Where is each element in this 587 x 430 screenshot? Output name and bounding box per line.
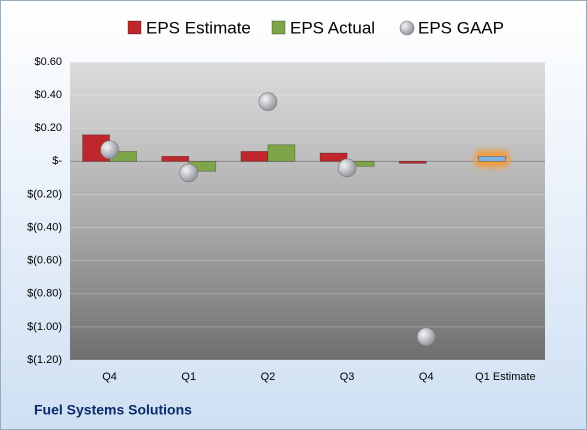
bar (398, 160, 427, 164)
x-tick-label: Q1 Estimate (475, 371, 536, 383)
y-tick-label: $0.20 (34, 122, 62, 134)
y-tick-label: $(0.80) (27, 288, 62, 300)
x-tick-label: Q4 (419, 371, 434, 383)
x-tick-label: Q2 (261, 371, 276, 383)
gaap-marker (179, 163, 199, 183)
gaap-marker (337, 158, 357, 178)
legend-swatch (399, 20, 415, 36)
y-tick-label: $(1.00) (27, 321, 62, 333)
bar (478, 156, 506, 162)
legend-label: EPS Actual (290, 18, 375, 37)
bar (319, 152, 348, 162)
y-tick-label: $(0.40) (27, 221, 62, 233)
bar (240, 151, 269, 162)
y-tick-label: $(0.20) (27, 188, 62, 200)
y-tick-label: $(1.20) (27, 354, 62, 366)
legend-label: EPS GAAP (418, 18, 504, 37)
y-tick-label: $- (52, 155, 62, 167)
legend-swatch (127, 20, 142, 35)
y-tick-label: $(0.60) (27, 255, 62, 267)
gaap-marker (100, 140, 119, 160)
legend-label: EPS Estimate (146, 18, 251, 37)
gaap-marker (258, 92, 278, 112)
chart-title: Fuel Systems Solutions (34, 402, 192, 418)
x-tick-label: Q4 (102, 371, 117, 383)
bar (161, 156, 190, 162)
legend-swatch (271, 20, 286, 35)
x-tick-label: Q1 (181, 371, 196, 383)
gaap-marker (416, 327, 436, 347)
bar (267, 144, 296, 162)
x-tick-label: Q3 (340, 371, 355, 383)
y-tick-label: $0.60 (34, 56, 62, 68)
y-tick-label: $0.40 (34, 89, 62, 101)
plot-area (70, 62, 545, 360)
